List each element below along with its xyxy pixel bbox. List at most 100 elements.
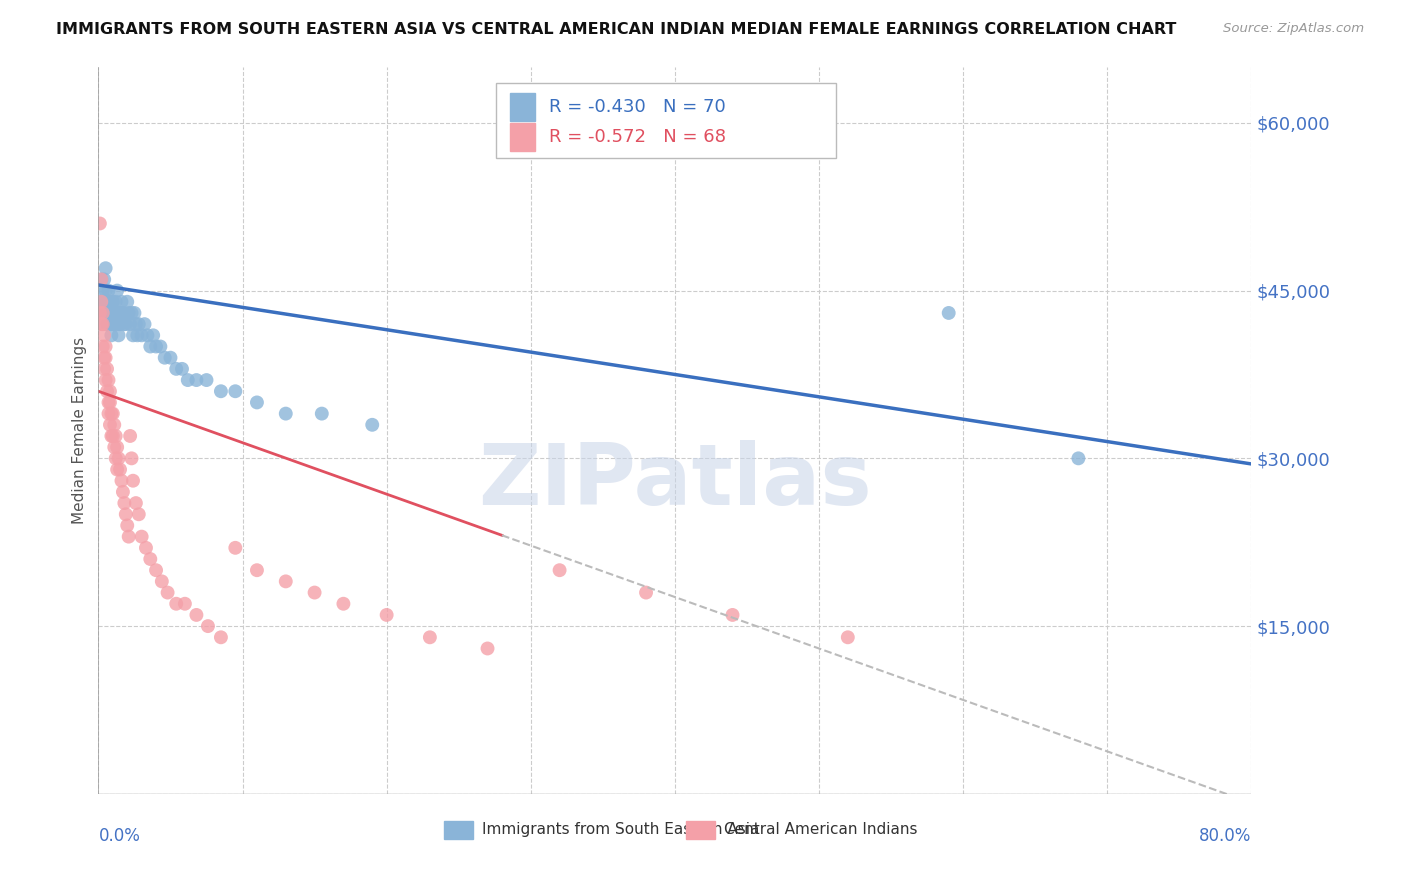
Point xyxy=(103,440,125,454)
Point xyxy=(111,484,134,499)
Point xyxy=(153,351,176,365)
Point xyxy=(93,294,115,309)
Point xyxy=(135,541,157,555)
Point xyxy=(100,407,122,421)
Point xyxy=(186,373,208,387)
Point xyxy=(131,530,153,544)
Point xyxy=(91,317,114,331)
Point xyxy=(332,597,354,611)
Point xyxy=(104,451,127,466)
Point xyxy=(131,328,153,343)
Text: R = -0.572   N = 68: R = -0.572 N = 68 xyxy=(550,128,727,145)
Point xyxy=(90,272,112,286)
Point xyxy=(107,317,129,331)
Point xyxy=(105,440,128,454)
Point xyxy=(142,328,165,343)
Point xyxy=(91,306,114,320)
Text: 80.0%: 80.0% xyxy=(1199,827,1251,845)
Point xyxy=(90,317,112,331)
Point xyxy=(94,373,117,387)
Point xyxy=(224,384,246,399)
Point xyxy=(150,574,173,589)
Point xyxy=(89,306,111,320)
Bar xyxy=(686,821,716,839)
Point xyxy=(304,585,326,599)
Point xyxy=(98,417,121,432)
Point xyxy=(134,317,156,331)
Point xyxy=(103,417,125,432)
Point xyxy=(110,306,132,320)
Point xyxy=(94,351,117,365)
Point xyxy=(93,351,115,365)
Point xyxy=(112,496,135,510)
Point xyxy=(91,339,114,353)
Point xyxy=(209,384,232,399)
Point xyxy=(124,306,146,320)
Point xyxy=(101,429,124,443)
Point xyxy=(419,630,441,644)
Point xyxy=(91,284,114,298)
Point xyxy=(311,407,333,421)
Y-axis label: Median Female Earnings: Median Female Earnings xyxy=(72,337,87,524)
Text: Source: ZipAtlas.com: Source: ZipAtlas.com xyxy=(1223,22,1364,36)
Point xyxy=(105,284,128,298)
Point xyxy=(96,317,118,331)
Bar xyxy=(510,93,536,120)
Point xyxy=(174,597,197,611)
Point xyxy=(98,317,121,331)
Point xyxy=(121,306,143,320)
Point xyxy=(721,607,744,622)
Point xyxy=(100,429,122,443)
Point xyxy=(94,339,117,353)
Point xyxy=(105,306,128,320)
Point xyxy=(97,294,120,309)
Point xyxy=(90,294,112,309)
Point xyxy=(246,395,269,409)
Point xyxy=(96,362,118,376)
Point xyxy=(104,429,127,443)
Point xyxy=(149,339,172,353)
Point xyxy=(98,395,121,409)
Point xyxy=(128,317,150,331)
Point xyxy=(246,563,269,577)
Text: ZIPatlas: ZIPatlas xyxy=(478,440,872,523)
Point xyxy=(136,328,159,343)
Point xyxy=(375,607,398,622)
Point xyxy=(94,261,117,276)
Point xyxy=(156,585,179,599)
Point xyxy=(105,462,128,476)
Point xyxy=(114,508,136,522)
Point xyxy=(209,630,232,644)
Bar xyxy=(496,83,837,158)
Point xyxy=(145,563,167,577)
Text: 0.0%: 0.0% xyxy=(98,827,141,845)
Text: R = -0.430   N = 70: R = -0.430 N = 70 xyxy=(550,98,725,116)
Point xyxy=(224,541,246,555)
Point xyxy=(170,362,193,376)
Point xyxy=(361,417,384,432)
Point xyxy=(94,284,117,298)
Text: Immigrants from South Eastern Asia: Immigrants from South Eastern Asia xyxy=(482,822,759,838)
Point xyxy=(1067,451,1090,466)
Point xyxy=(274,574,297,589)
Point xyxy=(127,328,149,343)
Point xyxy=(122,328,145,343)
Point xyxy=(89,306,111,320)
Point xyxy=(107,328,129,343)
Point xyxy=(117,518,139,533)
Point xyxy=(97,395,120,409)
Point xyxy=(97,407,120,421)
Text: Central American Indians: Central American Indians xyxy=(724,822,918,838)
Point xyxy=(145,339,167,353)
Point xyxy=(108,306,131,320)
Point xyxy=(186,607,208,622)
Point xyxy=(938,306,960,320)
Point xyxy=(111,306,134,320)
Point xyxy=(98,384,121,399)
Point xyxy=(274,407,297,421)
Point xyxy=(108,317,131,331)
Point xyxy=(103,317,125,331)
Point xyxy=(837,630,859,644)
Point xyxy=(96,306,118,320)
Point xyxy=(101,407,124,421)
